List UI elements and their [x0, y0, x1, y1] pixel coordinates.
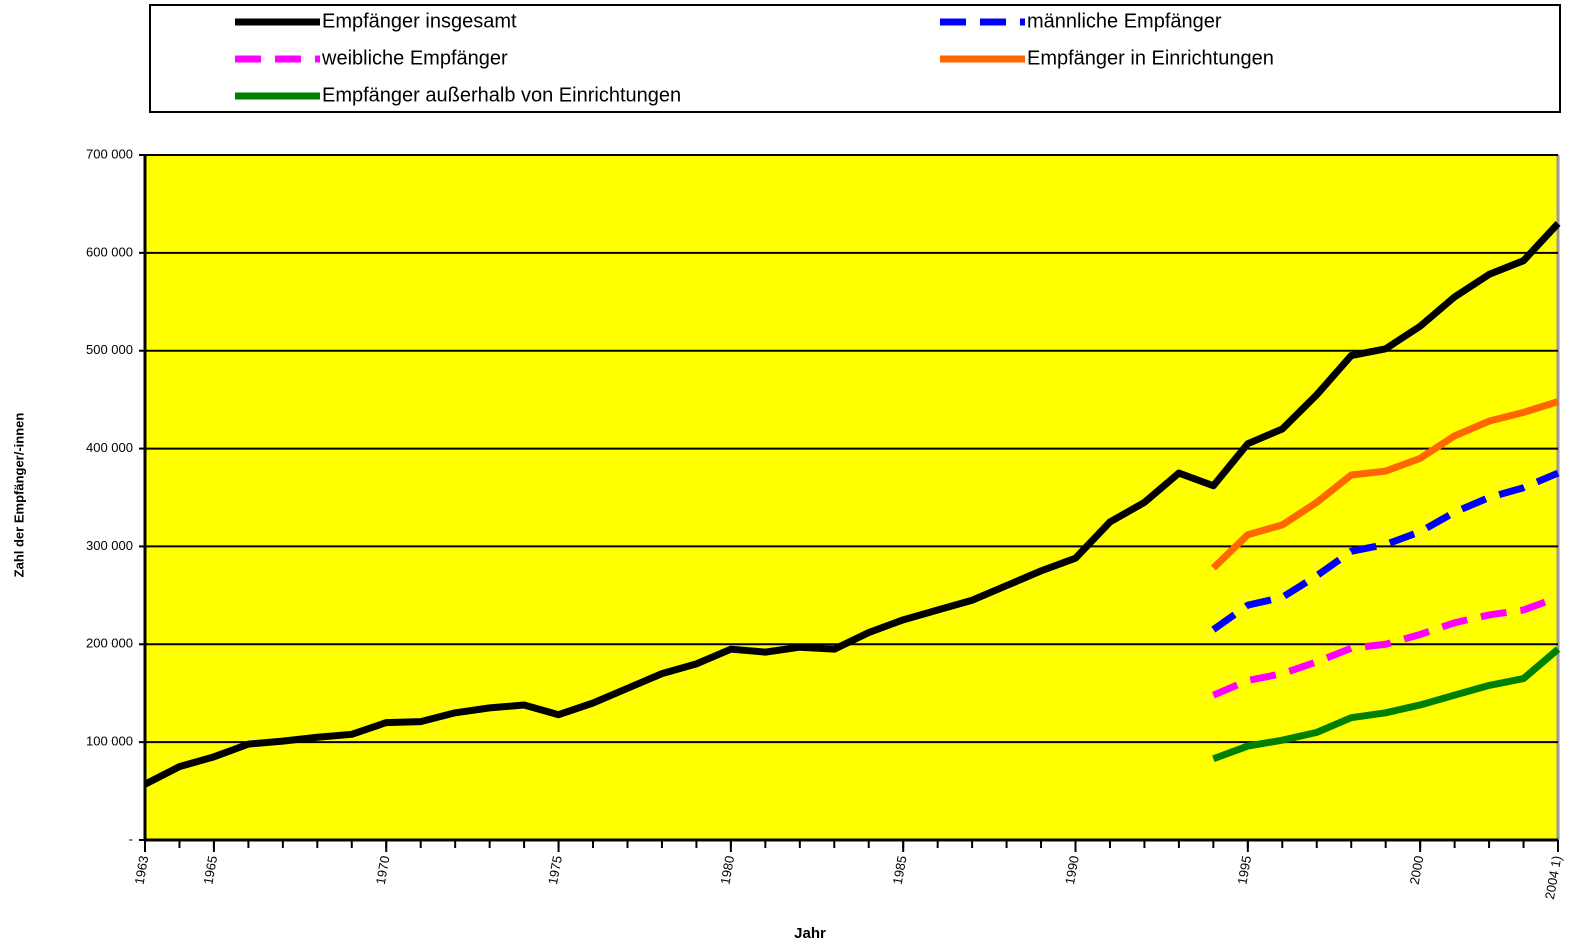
x-tick-label: 1970 [373, 855, 393, 886]
series-line [1210, 398, 1560, 571]
x-tick-label: 1975 [545, 855, 565, 886]
legend-label: weibliche Empfänger [321, 47, 508, 69]
y-tick-label: 500 000 [86, 342, 133, 357]
x-tick-label: 1985 [890, 855, 910, 886]
x-tick-label: 1990 [1062, 855, 1082, 886]
x-tick-label: 2004 1) [1542, 855, 1564, 901]
y-tick-label: 600 000 [86, 244, 133, 259]
legend-label: Empfänger außerhalb von Einrichtungen [322, 84, 681, 106]
x-tick-label: 1965 [200, 855, 220, 886]
x-tick-label: 1963 [132, 855, 152, 886]
x-axis-label: Jahr [794, 925, 826, 942]
y-tick-label: 400 000 [86, 440, 133, 455]
x-tick-label: 1995 [1234, 855, 1254, 886]
y-tick-label: - [129, 831, 133, 846]
x-tick-label: 2000 [1407, 855, 1427, 886]
y-tick-label: 700 000 [86, 146, 133, 161]
x-tick-label: 1980 [717, 855, 737, 886]
series-line [143, 221, 1561, 788]
legend-label: männliche Empfänger [1027, 10, 1222, 32]
series-line [1211, 469, 1560, 633]
y-tick-label: 300 000 [86, 538, 133, 553]
legend-label: Empfänger in Einrichtungen [1027, 47, 1274, 69]
plot-area [145, 155, 1558, 840]
legend-label: Empfänger insgesamt [322, 10, 517, 32]
y-axis-label: Zahl der Empfänger/-innen [11, 413, 26, 578]
series-line [1212, 646, 1561, 763]
y-tick-label: 100 000 [86, 734, 133, 749]
y-tick-label: 200 000 [86, 636, 133, 651]
legend-box [149, 4, 1561, 113]
series-line [1211, 594, 1560, 699]
